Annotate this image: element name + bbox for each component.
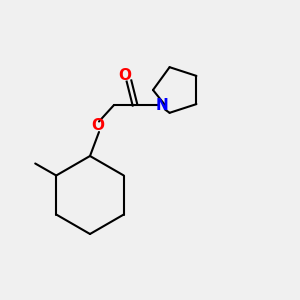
Text: O: O	[91, 118, 104, 134]
Text: O: O	[118, 68, 131, 82]
Text: N: N	[156, 98, 168, 112]
